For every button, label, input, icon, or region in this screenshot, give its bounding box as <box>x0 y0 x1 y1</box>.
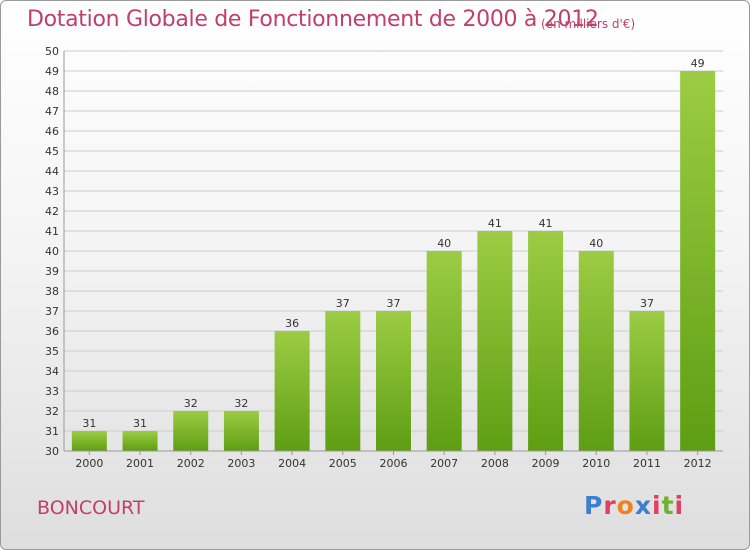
y-tick-label: 42 <box>45 205 59 218</box>
y-tick-label: 41 <box>45 225 59 238</box>
y-tick-label: 37 <box>45 305 59 318</box>
chart-title: Dotation Globale de Fonctionnement de 20… <box>27 7 599 32</box>
logo-letter: t <box>661 491 675 520</box>
y-tick-label: 34 <box>45 365 59 378</box>
bar-2003 <box>223 411 259 451</box>
logo-letter: x <box>634 491 652 520</box>
bar-2009 <box>528 231 564 451</box>
y-tick-label: 33 <box>45 385 59 398</box>
bar-2006 <box>376 311 411 451</box>
value-label-2003: 32 <box>234 397 248 410</box>
value-labels: 31 31 32 32 36 37 37 40 41 41 40 37 49 <box>82 57 704 430</box>
logo-letter: i <box>652 491 662 520</box>
logo-letter: r <box>603 491 617 520</box>
value-label-2001: 31 <box>133 417 147 430</box>
x-tick-label-2001: 2001 <box>126 457 154 470</box>
bar-2002 <box>173 411 209 451</box>
value-label-2010: 40 <box>589 237 603 250</box>
value-label-2008: 41 <box>488 217 502 230</box>
value-label-2002: 32 <box>184 397 198 410</box>
x-tick-label-2011: 2011 <box>633 457 661 470</box>
x-tick-label-2000: 2000 <box>75 457 103 470</box>
value-label-2012: 49 <box>691 57 705 70</box>
y-tick-label: 40 <box>45 245 59 258</box>
y-tick-label: 35 <box>45 345 59 358</box>
x-tick-label-2002: 2002 <box>177 457 205 470</box>
bar-2008 <box>477 231 513 451</box>
axes-group <box>63 51 723 455</box>
x-tick-label-2010: 2010 <box>582 457 610 470</box>
bar-2010 <box>578 251 614 451</box>
town-name: BONCOURT <box>37 497 145 519</box>
y-tick-label: 46 <box>45 125 59 138</box>
y-tick-labels: 30 31 32 33 34 35 36 37 38 39 40 41 42 43 44 45 46 47 48 49… <box>45 45 59 458</box>
bar-2007 <box>426 251 462 451</box>
x-tick-label-2006: 2006 <box>380 457 408 470</box>
y-tick-label: 31 <box>45 425 59 438</box>
value-label-2009: 41 <box>539 217 553 230</box>
logo-letter: P <box>584 491 604 520</box>
bars-group <box>71 71 716 451</box>
y-tick-label: 49 <box>45 65 59 78</box>
bar-chart: 30 31 32 33 34 35 36 37 38 39 40 41 42 43 44 45 46 47 48 49… <box>45 45 723 470</box>
value-label-2011: 37 <box>640 297 654 310</box>
bar-2011 <box>629 311 665 451</box>
x-tick-label-2007: 2007 <box>430 457 458 470</box>
bar-2005 <box>325 311 361 451</box>
proxiti-logo: Proxiti <box>584 491 684 520</box>
y-tick-label: 38 <box>45 285 59 298</box>
value-label-2004: 36 <box>285 317 299 330</box>
logo-letter: i <box>674 491 685 520</box>
x-tick-label-2005: 2005 <box>329 457 357 470</box>
chart-unit: (en milliers d'€) <box>541 17 636 31</box>
x-tick-label-2004: 2004 <box>278 457 306 470</box>
y-tick-label: 50 <box>45 45 59 58</box>
x-tick-label-2012: 2012 <box>684 457 712 470</box>
y-tick-label: 32 <box>45 405 59 418</box>
y-tick-label: 48 <box>45 85 59 98</box>
x-tick-label-2003: 2003 <box>227 457 255 470</box>
value-label-2006: 37 <box>387 297 401 310</box>
y-tick-label: 45 <box>45 145 59 158</box>
value-label-2005: 37 <box>336 297 350 310</box>
x-tick-label-2009: 2009 <box>532 457 560 470</box>
bar-2004 <box>274 331 310 451</box>
x-tick-label-2008: 2008 <box>481 457 509 470</box>
x-tick-labels: 2000 2001 2002 2003 2004 2005 2006 2007 2008 2009… <box>75 457 711 470</box>
value-label-2000: 31 <box>82 417 96 430</box>
bar-2012 <box>680 71 716 451</box>
value-label-2007: 40 <box>437 237 451 250</box>
y-tick-label: 43 <box>45 185 59 198</box>
y-tick-label: 30 <box>45 445 59 458</box>
y-tick-label: 44 <box>45 165 59 178</box>
logo-letter: o <box>616 491 635 520</box>
y-tick-label: 39 <box>45 265 59 278</box>
y-tick-label: 36 <box>45 325 59 338</box>
bar-2000 <box>71 431 107 451</box>
bar-2001 <box>122 431 158 451</box>
y-tick-label: 47 <box>45 105 59 118</box>
